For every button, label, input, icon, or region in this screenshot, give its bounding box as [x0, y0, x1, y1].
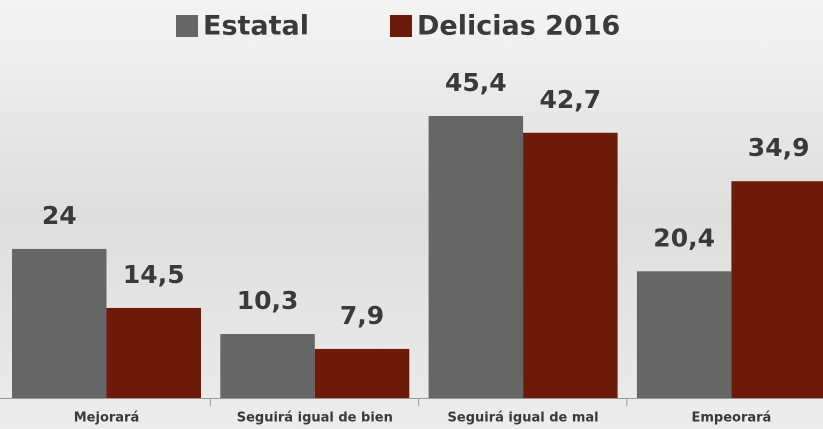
- bar: [731, 181, 823, 398]
- value-label: 45,4: [445, 68, 507, 97]
- x-tick-label: Mejorará: [74, 411, 140, 426]
- legend-swatch: [390, 15, 412, 37]
- value-label: 42,7: [540, 85, 602, 114]
- value-label: 34,9: [748, 133, 810, 162]
- value-label: 14,5: [123, 260, 185, 289]
- bar: [12, 249, 107, 398]
- value-label: 10,3: [237, 286, 299, 315]
- page: Estatal Delicias 2016 24 14,5 Mejorará 10,3 7,…: [0, 0, 823, 429]
- bar: [315, 349, 410, 398]
- bar: [637, 271, 732, 398]
- value-label: 24: [42, 201, 77, 230]
- bar: [220, 334, 314, 398]
- bar: [429, 116, 523, 398]
- legend-label: Delicias 2016: [417, 11, 620, 42]
- bar: [523, 133, 618, 398]
- legend-swatch: [176, 15, 198, 37]
- x-tick-label: Seguirá igual de mal: [448, 411, 599, 426]
- x-tick-label: Seguirá igual de bien: [237, 411, 393, 426]
- x-tick-label: Empeorará: [691, 411, 771, 426]
- value-label: 20,4: [653, 223, 715, 252]
- chart: Estatal Delicias 2016 24 14,5 Mejorará 10,3 7,…: [0, 0, 823, 429]
- legend-label: Estatal: [203, 11, 309, 42]
- value-label: 7,9: [340, 301, 384, 330]
- bar: [107, 308, 202, 398]
